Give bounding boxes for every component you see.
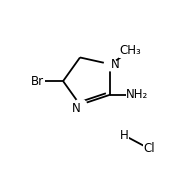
Text: N: N [111, 58, 120, 71]
Text: CH₃: CH₃ [120, 44, 142, 57]
Text: Br: Br [31, 75, 44, 88]
Text: NH₂: NH₂ [126, 88, 148, 101]
Text: H: H [119, 129, 128, 142]
Text: N: N [72, 102, 81, 115]
Text: Cl: Cl [143, 142, 155, 155]
